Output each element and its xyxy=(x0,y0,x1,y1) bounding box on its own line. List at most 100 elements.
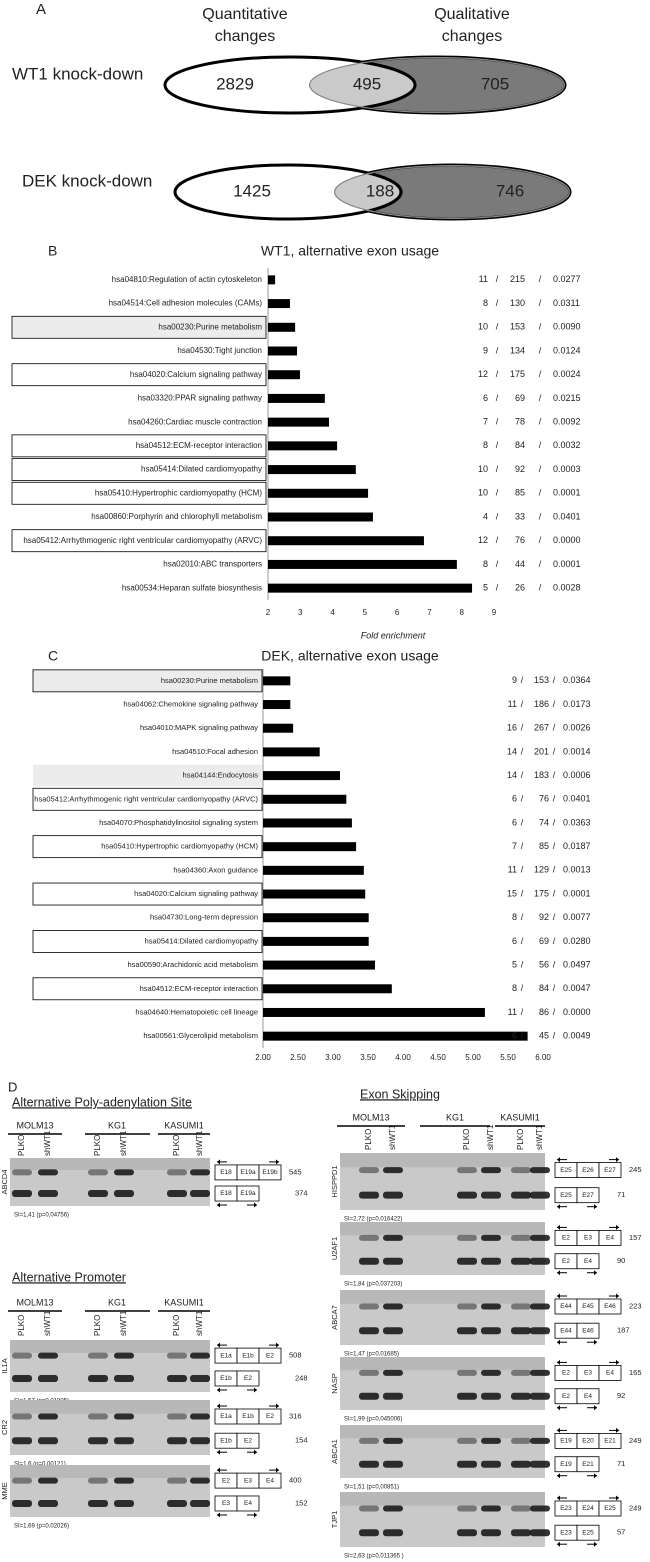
separator: / xyxy=(539,298,542,308)
splice-index: SI=1,6 (p=0,00121) xyxy=(14,1462,66,1468)
exon-box xyxy=(598,1500,622,1517)
exon-label: E4 xyxy=(584,1393,592,1400)
lane-label: shWT1 xyxy=(535,1124,544,1150)
lane-label: PLKO xyxy=(172,1315,181,1336)
category-label: hsa04510:Focal adhesion xyxy=(172,747,258,756)
pathway-total: 215 xyxy=(510,274,525,284)
gel-band xyxy=(190,1169,210,1176)
pathway-total: 92 xyxy=(515,464,525,474)
cell-line: KASUMI1 xyxy=(164,1120,204,1130)
exon-label: E3 xyxy=(244,1477,252,1484)
category-box xyxy=(11,434,267,458)
separator: / xyxy=(553,723,556,733)
gel-band xyxy=(167,1169,187,1176)
primer-arrow-head xyxy=(616,1427,619,1433)
category-box xyxy=(11,481,267,505)
pathway-total: 134 xyxy=(510,345,525,355)
x-tick-label: 5.00 xyxy=(465,1053,481,1062)
gene-label: ABCA1 xyxy=(330,1439,339,1464)
gel-band xyxy=(530,1327,550,1335)
bar xyxy=(268,275,276,285)
primer-arrow-head xyxy=(557,1359,560,1365)
separator: / xyxy=(521,794,524,804)
category-label: hsa05410:Hypertrophic cardiomyopathy (HC… xyxy=(95,488,263,497)
category-label: hsa04260:Cardiac muscle contraction xyxy=(128,417,262,426)
separator: / xyxy=(539,488,542,498)
gel-band xyxy=(359,1437,379,1444)
gel-band xyxy=(114,1169,134,1176)
gel-band xyxy=(530,1234,550,1241)
gel-band xyxy=(12,1352,32,1359)
product-size: 71 xyxy=(617,1190,625,1199)
gene-count: 5 xyxy=(483,583,488,593)
category-label: hsa00590:Arachidonic acid metabolism xyxy=(128,960,259,969)
p-value: 0.0013 xyxy=(563,865,591,875)
exon-box xyxy=(576,1187,600,1204)
bar xyxy=(263,700,291,710)
exon-label: E1a xyxy=(220,1413,232,1420)
gel-band xyxy=(457,1505,477,1512)
lane-label: shWT1 xyxy=(195,1310,204,1336)
gene-count: 12 xyxy=(478,369,488,379)
exon-label: E3 xyxy=(584,1370,592,1377)
gel-band xyxy=(38,1477,58,1484)
pathway-total: 76 xyxy=(539,794,549,804)
p-value: 0.0092 xyxy=(553,417,581,427)
exon-label: E2 xyxy=(222,1477,230,1484)
category-label: hsa00230:Purine metabolism xyxy=(158,322,262,331)
exon-box xyxy=(598,1230,622,1246)
p-value: 0.0001 xyxy=(553,559,581,569)
primer-arrow-head xyxy=(557,1270,560,1276)
gel-band xyxy=(457,1191,477,1199)
gel-band xyxy=(359,1167,379,1174)
category-label: hsa04062:Chemokine signaling pathway xyxy=(123,700,258,709)
pathway-total: 44 xyxy=(515,559,525,569)
x-tick-label: 3.50 xyxy=(360,1053,376,1062)
gel-band xyxy=(457,1257,477,1265)
exon-label: E25 xyxy=(560,1167,572,1174)
primer-arrow-head xyxy=(557,1495,560,1501)
gene-count: 8 xyxy=(512,912,517,922)
gel-band xyxy=(88,1169,108,1176)
primer-arrow-head xyxy=(557,1293,560,1299)
bar xyxy=(263,794,347,804)
exon-box xyxy=(576,1322,600,1339)
product-size: 152 xyxy=(295,1498,308,1507)
product-size: 508 xyxy=(289,1351,302,1360)
cell-line: KASUMI1 xyxy=(164,1297,204,1307)
gel-band xyxy=(190,1374,210,1382)
gene-label: ABCA7 xyxy=(330,1305,339,1330)
exon-box xyxy=(236,1185,260,1202)
exon-box xyxy=(236,1370,260,1387)
gene-count: 8 xyxy=(483,298,488,308)
gel-band xyxy=(12,1169,32,1176)
gel-band xyxy=(481,1460,501,1468)
gel-band xyxy=(114,1190,134,1198)
cell-line: MOLM13 xyxy=(16,1297,53,1307)
exon-box xyxy=(576,1524,600,1541)
gene-count: 6 xyxy=(483,393,488,403)
gene-count: 8 xyxy=(512,983,517,993)
pathway-total: 84 xyxy=(515,440,525,450)
splice-index: SI=1,47 (p=0,01685) xyxy=(344,1352,399,1358)
gel-band xyxy=(530,1257,550,1265)
pathway-total: 45 xyxy=(539,1031,549,1041)
exon-label: E2 xyxy=(562,1235,570,1242)
product-size: 374 xyxy=(295,1189,308,1198)
exon-label: E2 xyxy=(266,1352,274,1359)
lane-label: PLKO xyxy=(93,1315,102,1336)
bar xyxy=(263,865,364,875)
gene-count: 9 xyxy=(512,675,517,685)
bar xyxy=(268,299,290,309)
panel-label: D xyxy=(8,1079,17,1094)
exon-box xyxy=(576,1388,600,1405)
gel-band xyxy=(383,1392,403,1400)
gel-shade xyxy=(340,1290,545,1304)
gene-count: 11 xyxy=(479,274,488,284)
separator: / xyxy=(521,746,524,756)
exon-label: E2 xyxy=(244,1375,252,1382)
pathway-total: 26 xyxy=(515,583,525,593)
separator: / xyxy=(553,983,556,993)
bar xyxy=(263,818,352,828)
product-size: 545 xyxy=(289,1167,302,1176)
